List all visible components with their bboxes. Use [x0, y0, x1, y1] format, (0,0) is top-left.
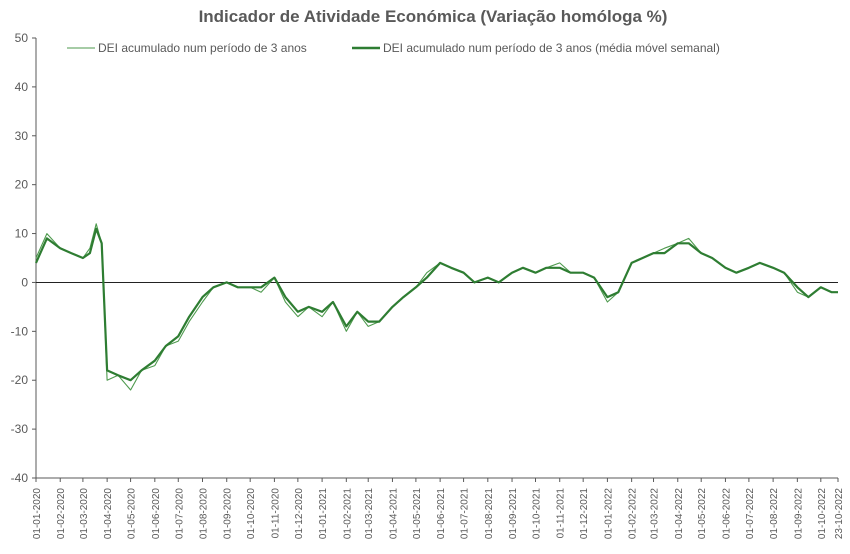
y-tick-label: 40	[15, 80, 29, 94]
x-tick-label: 01-06-2020	[151, 488, 162, 540]
x-tick-label: 01-04-2021	[388, 488, 399, 540]
x-tick-label: 01-07-2020	[174, 488, 185, 540]
x-tick-label: 01-02-2021	[342, 488, 353, 540]
x-axis: 01-01-2020 01-02-2020 01-03-2020 01-04-2020…	[32, 477, 845, 540]
x-tick-label: 01-08-2021	[484, 488, 495, 540]
x-tick-label: 01-06-2021	[436, 488, 447, 540]
x-tick-label: 01-02-2020	[56, 488, 67, 540]
y-axis: 50 40 30 20 10 0 -10 -20 -30 -40	[11, 31, 838, 485]
x-tick-label: 01-05-2021	[412, 488, 423, 540]
series-line-daily	[35, 223, 838, 391]
x-tick-label: 01-10-2020	[246, 488, 257, 540]
x-tick-label: 01-06-2022	[721, 488, 732, 540]
legend-label-weekly: DEI acumulado num período de 3 anos (méd…	[383, 41, 720, 55]
x-tick-label: 01-01-2021	[318, 488, 329, 540]
x-tick-label: 01-03-2021	[364, 488, 375, 540]
x-tick-label: 01-07-2021	[460, 488, 471, 540]
plot-area	[34, 223, 838, 391]
y-tick-label: 20	[15, 178, 29, 192]
x-tick-label: 01-03-2022	[650, 488, 661, 540]
x-tick-label: 01-10-2021	[531, 488, 542, 540]
x-tick-label: 01-01-2022	[603, 488, 614, 540]
x-tick-label: 01-01-2020	[32, 488, 43, 540]
chart-title: Indicador de Atividade Económica (Variaç…	[199, 7, 668, 26]
x-tick-label: 01-03-2020	[79, 488, 90, 540]
series-line-weekly	[34, 227, 838, 382]
x-tick-label: 01-09-2022	[793, 488, 804, 540]
x-tick-label: 01-04-2020	[103, 488, 114, 540]
legend: DEI acumulado num período de 3 anos DEI …	[67, 41, 720, 55]
x-tick-label: 01-12-2021	[579, 488, 590, 540]
y-tick-label: 50	[15, 31, 29, 45]
y-tick-label: 10	[15, 227, 29, 241]
y-tick-label: -20	[11, 373, 29, 387]
x-tick-label: 01-05-2022	[697, 488, 708, 540]
x-tick-label: 01-08-2022	[769, 488, 780, 540]
y-tick-label: -30	[11, 422, 29, 436]
x-tick-label: 01-11-2020	[270, 488, 281, 539]
x-tick-label: 01-05-2020	[127, 488, 138, 540]
y-tick-label: 30	[15, 129, 29, 143]
x-tick-label: 01-04-2022	[674, 488, 685, 540]
y-tick-label: -40	[11, 471, 29, 485]
x-tick-label: 01-12-2020	[294, 488, 305, 540]
x-tick-label: 01-11-2021	[556, 488, 567, 539]
x-tick-label: 01-10-2022	[817, 488, 828, 540]
x-tick-label: 01-07-2022	[745, 488, 756, 540]
x-tick-label: 01-08-2020	[198, 488, 209, 540]
legend-label-daily: DEI acumulado num período de 3 anos	[98, 41, 307, 55]
y-tick-label: 0	[21, 275, 28, 289]
y-tick-label: -10	[11, 324, 29, 338]
x-tick-label: 23-10-2022	[834, 488, 845, 540]
x-tick-label: 01-02-2022	[628, 488, 639, 540]
x-tick-label: 01-09-2021	[508, 488, 519, 540]
x-tick-label: 01-09-2020	[223, 488, 234, 540]
